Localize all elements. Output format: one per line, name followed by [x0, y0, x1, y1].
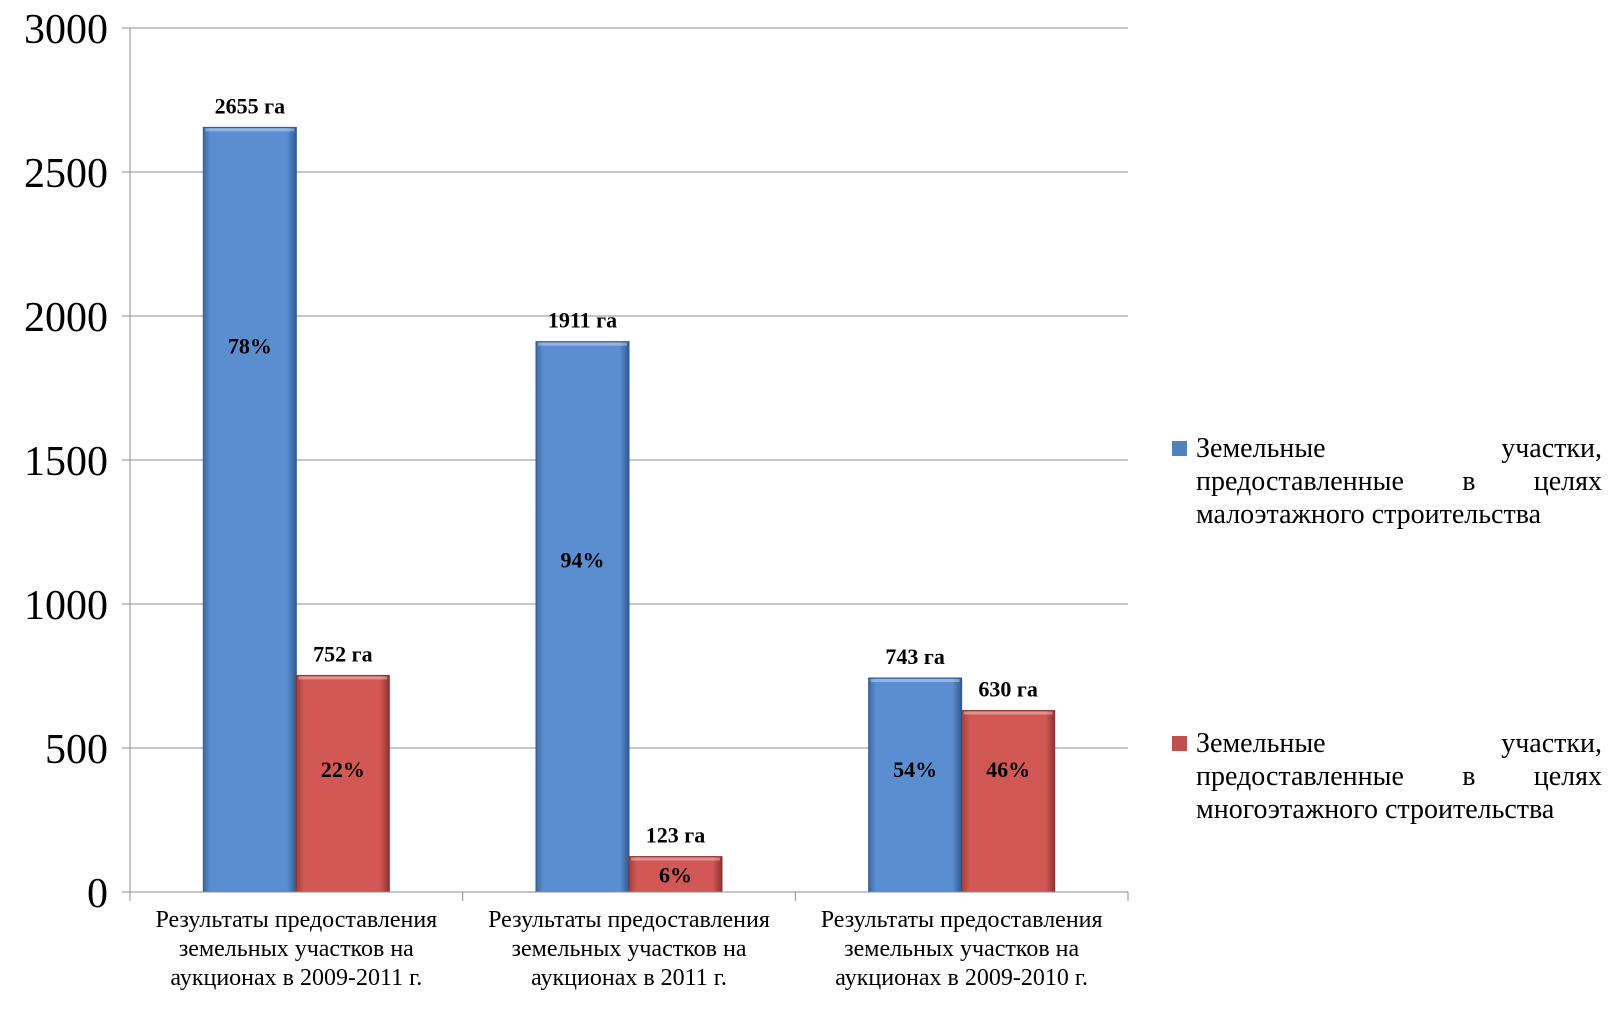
- y-tick-label: 1500: [24, 439, 108, 485]
- value-label: 630 га: [978, 677, 1038, 702]
- y-axis-ticks: 0 500 1000 1500 2000 2500 3000: [24, 7, 108, 917]
- y-tick-label: 0: [87, 871, 108, 917]
- legend-item-series-1: Земельные участки, предоставленные в цел…: [1172, 432, 1602, 531]
- y-tick-label: 500: [45, 727, 108, 773]
- bar-series-1: [535, 341, 630, 893]
- value-label: 752 га: [313, 641, 373, 666]
- bar-highlight: [870, 679, 960, 683]
- y-tick-label: 2500: [24, 151, 108, 197]
- percent-label: 46%: [986, 757, 1030, 782]
- value-label: 2655 га: [215, 93, 286, 118]
- axes: [122, 27, 1129, 901]
- percent-label: 54%: [893, 757, 937, 782]
- bar-highlight: [631, 857, 720, 861]
- percent-label: 6%: [659, 862, 692, 887]
- value-label: 123 га: [646, 823, 706, 848]
- percent-label: 22%: [321, 757, 365, 782]
- bar-series-2: [295, 674, 390, 893]
- legend-item-series-2: Земельные участки, предоставленные в цел…: [1172, 727, 1602, 826]
- bar-highlight: [205, 128, 295, 132]
- x-tick-label: Результаты предоставления земельных учас…: [488, 907, 770, 991]
- bar-highlight: [963, 711, 1053, 715]
- y-tick-label: 1000: [24, 583, 108, 629]
- value-label: 743 га: [885, 644, 945, 669]
- x-tick-label: Результаты предоставления земельных учас…: [820, 907, 1103, 991]
- bar-series-1: [868, 677, 963, 893]
- bar-series-2: [628, 856, 723, 893]
- data-labels: 2655 га 78% 752 га 22% 1911 га 94% 123 га 6% 743…: [215, 93, 1038, 887]
- bar-series-2: [961, 710, 1056, 893]
- bar-series-1: [202, 126, 297, 893]
- y-tick-label: 3000: [24, 7, 108, 53]
- bar-highlight: [298, 676, 388, 680]
- bar-highlight: [538, 342, 627, 346]
- legend-label: Земельные участки, предоставленные в цел…: [1196, 433, 1602, 530]
- legend-swatch-blue: [1172, 441, 1187, 456]
- value-label: 1911 га: [548, 308, 617, 333]
- x-tick-label: Результаты предоставления земельных учас…: [155, 907, 438, 991]
- bars: [202, 126, 1056, 893]
- legend-swatch-red: [1172, 736, 1187, 751]
- legend-label: Земельные участки, предоставленные в цел…: [1196, 728, 1602, 825]
- percent-label: 94%: [561, 548, 605, 573]
- y-tick-label: 2000: [24, 295, 108, 341]
- percent-label: 78%: [228, 333, 272, 358]
